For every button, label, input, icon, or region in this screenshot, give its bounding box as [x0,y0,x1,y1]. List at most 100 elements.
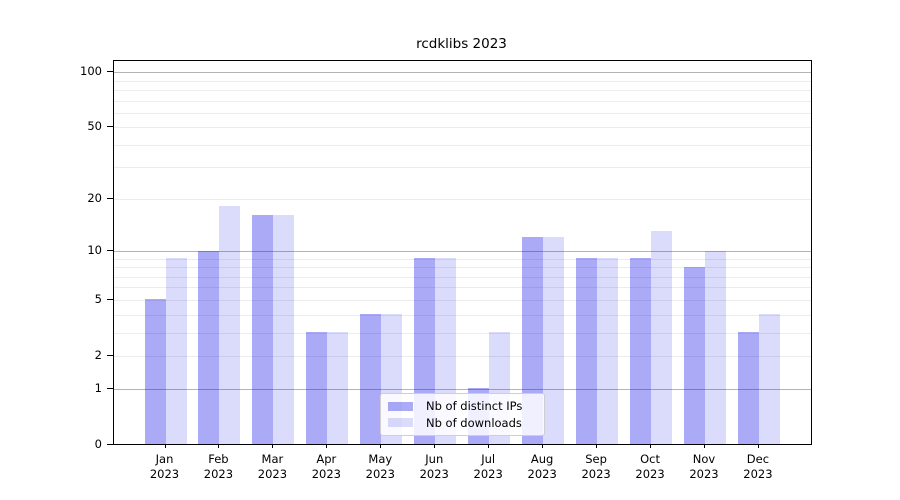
y-tick-0 [107,443,113,445]
gridline-5 [114,299,811,301]
x-tick-month: Dec [746,452,770,466]
x-tick-label-nov: Nov 2023 [674,452,734,482]
y-tick-label-50: 50 [87,119,102,134]
bar-aug-downloads [543,237,565,444]
bar-feb-distinct-ips [198,250,220,444]
x-tick-label-jul: Jul 2023 [458,452,518,482]
x-tick-month: Jun [425,452,444,466]
chart-title: rcdklibs 2023 [416,36,507,52]
bar-jan-downloads [165,258,187,444]
gridline-20 [114,198,811,200]
bar-mar-distinct-ips [252,215,274,444]
bar-aug-distinct-ips [522,237,544,444]
x-tick-nov [704,444,705,448]
x-tick-month: Apr [316,452,337,466]
x-tick-year: 2023 [419,467,449,481]
x-tick-year: 2023 [635,467,665,481]
y-tick-5 [107,298,113,300]
gridline-3 [114,332,811,334]
x-tick-label-oct: Oct 2023 [620,452,680,482]
x-tick-feb [218,444,220,448]
y-tick-label-20: 20 [87,190,102,205]
bar-apr-downloads [327,332,349,444]
x-tick-jan [164,444,166,448]
x-tick-month: Mar [261,452,284,466]
bar-nov-downloads [705,250,726,444]
gridline-10 [114,251,811,252]
y-tick-50 [107,126,113,128]
x-tick-label-sep: Sep 2023 [566,452,626,482]
gridline-7 [114,276,811,278]
x-tick-year: 2023 [581,467,611,481]
legend: Nb of distinct IPs Nb of downloads [380,393,545,436]
legend-item-distinct-ips: Nb of distinct IPs [388,399,536,413]
y-tick-20 [107,197,113,199]
gridline-70 [114,100,811,102]
x-tick-year: 2023 [149,467,180,481]
x-tick-year: 2023 [527,467,557,481]
x-tick-label-feb: Feb 2023 [188,452,248,482]
bar-sep-distinct-ips [576,258,598,444]
x-tick-label-apr: Apr 2023 [296,452,356,482]
bar-oct-downloads [651,231,673,444]
gridline-30 [114,167,811,169]
x-tick-apr [326,444,328,448]
x-tick-oct [650,444,652,448]
x-tick-sep [596,444,598,448]
gridline-100 [114,72,811,74]
gridline-80 [114,89,811,91]
plot-area [113,60,812,445]
legend-label-distinct-ips: Nb of distinct IPs [426,399,523,414]
y-tick-label-10: 10 [87,243,102,257]
y-tick-label-1: 1 [94,380,102,395]
x-tick-jul [488,444,490,448]
y-tick-100 [107,71,113,73]
gridline-90 [114,80,811,82]
bar-apr-distinct-ips [306,332,328,444]
bar-feb-downloads [219,206,241,444]
gridline-6 [114,287,811,289]
bar-dec-distinct-ips [737,332,759,444]
gridline-4 [114,314,811,316]
x-tick-dec [757,444,759,448]
y-tick-label-100: 100 [80,64,102,79]
x-tick-year: 2023 [203,467,234,481]
y-tick-2 [107,354,113,356]
x-tick-label-jan: Jan 2023 [135,452,195,482]
x-tick-month: Aug [530,452,554,466]
x-tick-year: 2023 [689,467,719,481]
x-tick-label-mar: Mar 2023 [242,452,302,482]
x-tick-month: Nov [692,452,716,466]
gridline-8 [114,267,811,269]
y-tick-label-5: 5 [94,291,102,306]
legend-item-downloads: Nb of downloads [388,416,536,430]
y-tick-1 [107,387,113,389]
gridline-40 [114,144,811,146]
gridline-1 [114,388,811,390]
legend-label-downloads: Nb of downloads [426,415,522,430]
x-tick-year: 2023 [311,467,341,481]
x-tick-month: May [368,452,393,466]
y-tick-10 [107,250,113,251]
x-tick-month: Jan [155,452,174,466]
bar-nov-distinct-ips [684,266,705,444]
x-tick-year: 2023 [257,467,288,481]
x-tick-year: 2023 [365,467,395,481]
bar-sep-downloads [597,258,619,444]
x-tick-label-jun: Jun 2023 [404,452,464,482]
bar-mar-downloads [273,215,295,444]
legend-swatch-distinct-ips [388,401,413,411]
x-tick-mar [272,444,274,448]
gridline-2 [114,355,811,357]
x-tick-jun [434,444,436,448]
gridline-50 [114,127,811,129]
x-tick-label-aug: Aug 2023 [512,452,572,482]
x-tick-month: Feb [208,452,229,466]
bar-dec-downloads [758,314,780,444]
x-tick-month: Oct [640,452,660,466]
legend-swatch-downloads [388,418,413,428]
gridline-9 [114,258,811,260]
x-tick-label-may: May 2023 [350,452,410,482]
x-tick-year: 2023 [743,467,773,481]
